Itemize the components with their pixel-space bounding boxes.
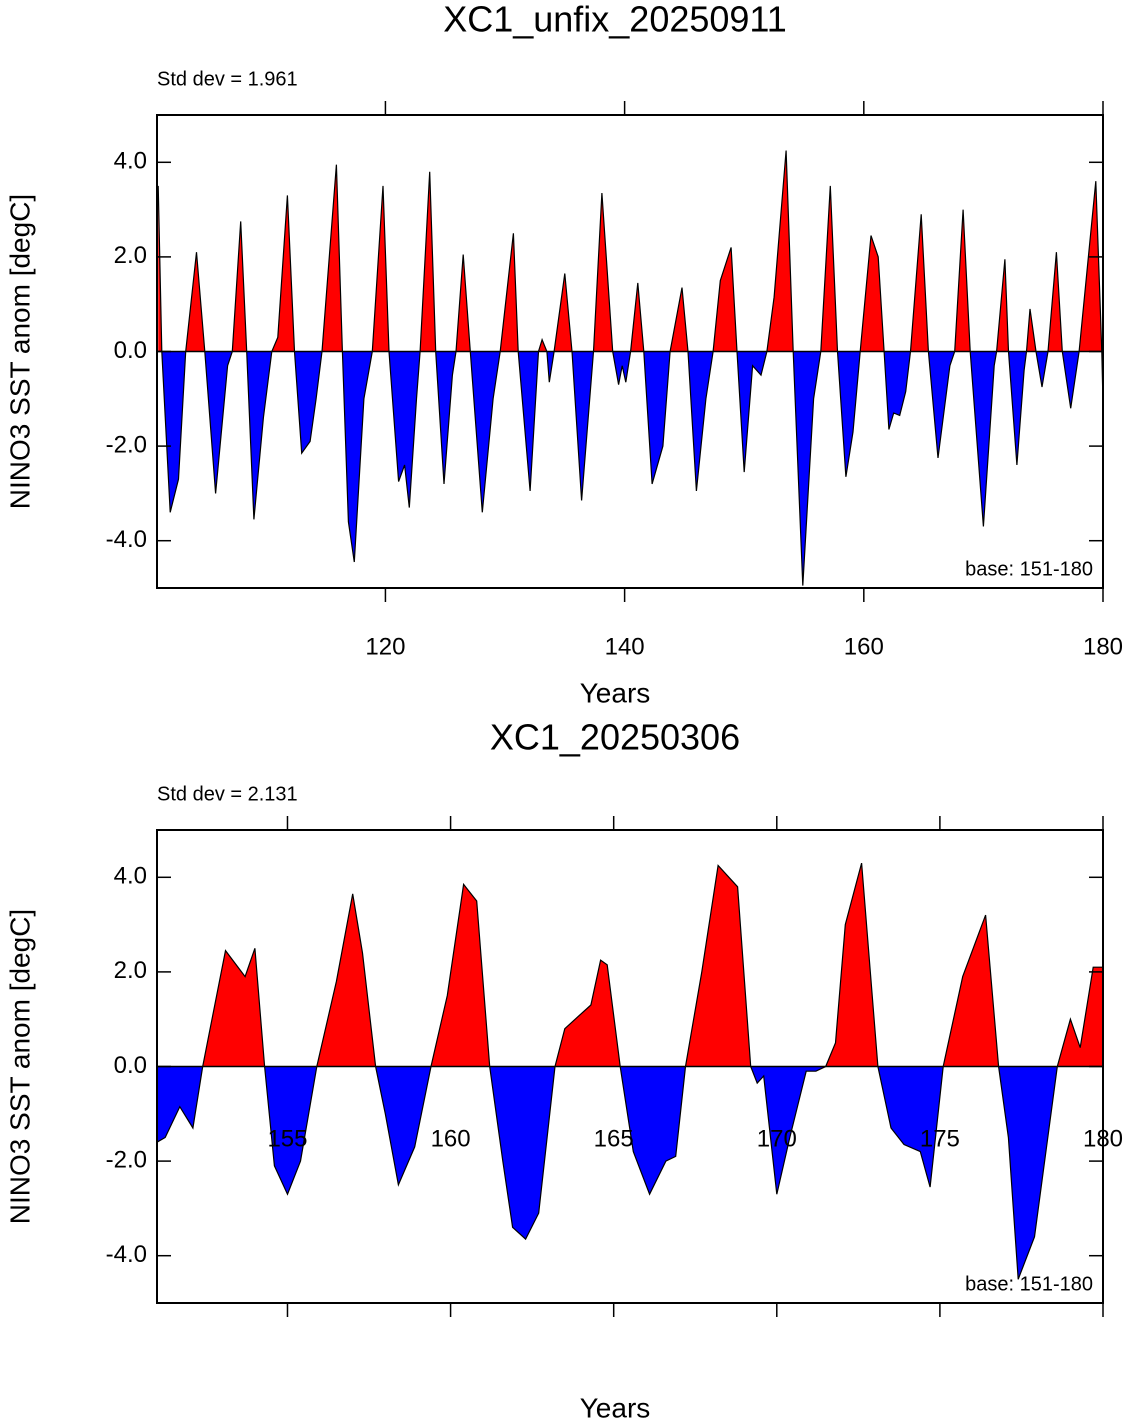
x-tick-label: 155	[267, 1125, 307, 1152]
y-tick-label: 2.0	[114, 957, 147, 984]
chart-title: XC1_unfix_20250911	[443, 0, 787, 40]
x-tick-label: 180	[1083, 633, 1123, 660]
x-tick-label: 170	[757, 1125, 797, 1152]
chart-panel: XC1_20250306 Std dev = 2.131 base: 151-180…	[4, 717, 1123, 1424]
y-axis-label: NINO3 SST anom [degC]	[4, 194, 35, 509]
negative-fill	[158, 351, 1103, 586]
y-tick-label: 0.0	[114, 1052, 147, 1079]
x-tick-label: 140	[605, 633, 645, 660]
chart-panel: XC1_unfix_20250911 Std dev = 1.961 base: 1…	[4, 0, 1123, 708]
positive-fill	[157, 863, 1103, 1067]
y-tick-label: 4.0	[114, 863, 147, 890]
positive-fill	[158, 150, 1103, 352]
negative-fill	[157, 1066, 1103, 1280]
x-tick-label: 160	[844, 633, 884, 660]
y-tick-label: -2.0	[106, 1146, 147, 1173]
y-tick-label: 0.0	[114, 337, 147, 364]
x-tick-label: 165	[594, 1125, 634, 1152]
std-dev-note: Std dev = 2.131	[157, 783, 298, 805]
base-note: base: 151-180	[965, 1273, 1093, 1295]
std-dev-note: Std dev = 1.961	[157, 68, 298, 90]
x-tick-label: 175	[920, 1125, 960, 1152]
x-tick-label: 120	[365, 633, 405, 660]
y-tick-label: 4.0	[114, 148, 147, 175]
x-tick-label: 160	[431, 1125, 471, 1152]
y-tick-label: -4.0	[106, 1241, 147, 1268]
chart-title: XC1_20250306	[490, 717, 740, 758]
x-axis-label: Years	[580, 1392, 651, 1423]
y-tick-label: 2.0	[114, 242, 147, 269]
x-tick-label: 180	[1083, 1125, 1123, 1152]
y-tick-label: -2.0	[106, 431, 147, 458]
x-axis-label: Years	[580, 677, 651, 708]
y-axis-label: NINO3 SST anom [degC]	[4, 909, 35, 1224]
base-note: base: 151-180	[965, 558, 1093, 580]
y-tick-label: -4.0	[106, 526, 147, 553]
